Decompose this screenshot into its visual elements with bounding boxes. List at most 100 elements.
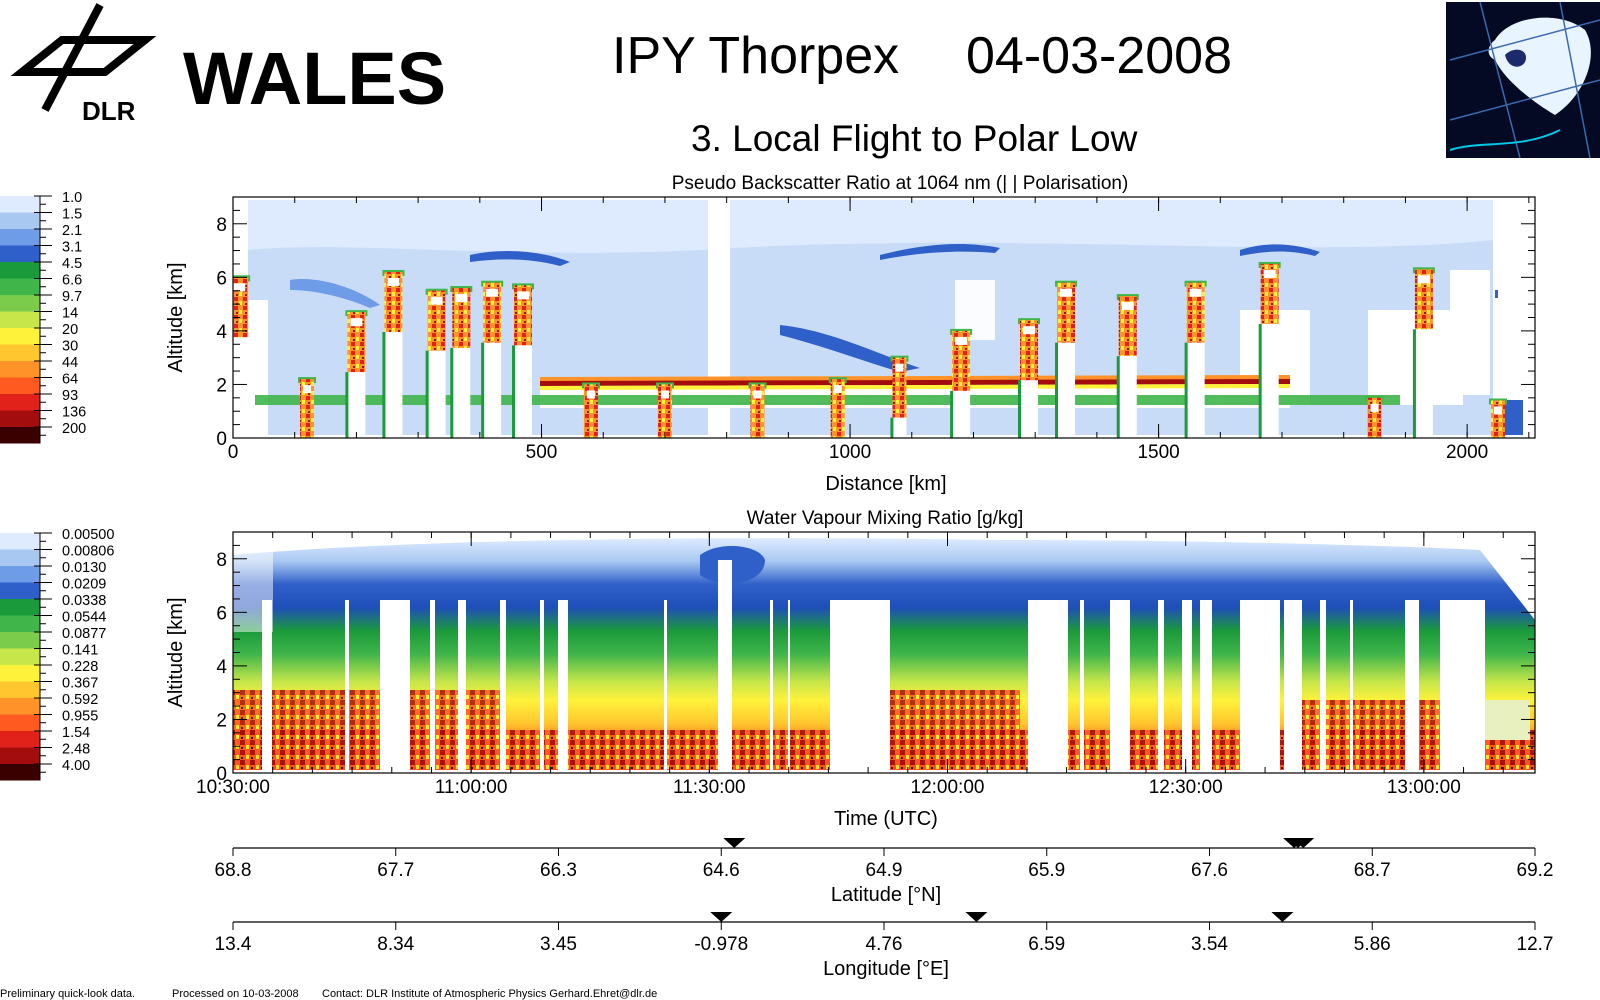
- backscatter-ylabel: Altitude [km]: [165, 262, 187, 372]
- latitude-tick-label: 66.3: [540, 860, 577, 881]
- watervapour-xtick-label: 13:00:00: [1387, 777, 1461, 798]
- signal-gap: [430, 600, 435, 773]
- cloud-column: [298, 377, 317, 438]
- dlr-logo-mark: [10, 3, 157, 112]
- longitude-turn-marker: [965, 912, 988, 922]
- signal-gap: [788, 600, 790, 773]
- longitude-tick-label: 13.4: [215, 934, 252, 955]
- cloud-column: [512, 283, 535, 438]
- backscatter-colorbar-label: 4.5: [62, 256, 82, 272]
- signal-gap: [500, 600, 506, 773]
- signal-gap: [1440, 600, 1485, 773]
- watervapour-colorbar-label: 2.48: [62, 742, 90, 758]
- watervapour-xlabel: Time (UTC): [834, 808, 938, 830]
- watervapour-colorbar-swatch: [0, 599, 40, 616]
- longitude-turn-marker: [710, 912, 733, 922]
- signal-gap: [458, 600, 466, 773]
- backscatter-title: Pseudo Backscatter Ratio at 1064 nm (| |…: [672, 173, 1129, 194]
- backscatter-colorbar-swatch: [0, 377, 40, 394]
- watervapour-colorbar-label: 0.0877: [62, 626, 106, 642]
- cloud-column: [748, 382, 767, 438]
- signal-gap: [1158, 600, 1164, 773]
- backscatter-colorbar-swatch: [0, 295, 40, 312]
- signal-gap: [540, 600, 544, 773]
- cloud-column: [581, 382, 600, 438]
- cloud-column: [1116, 294, 1139, 438]
- cloud-column: [1184, 280, 1207, 438]
- watervapour-colorbar-swatch: [0, 698, 40, 715]
- backscatter-colorbar-label: 3.1: [62, 240, 82, 256]
- signal-gap: [1350, 600, 1353, 773]
- backscatter-colorbar-swatch: [0, 262, 40, 279]
- signal-gap: [1028, 600, 1068, 773]
- backscatter-colorbar-swatch: [0, 311, 40, 328]
- cloud-column: [450, 286, 473, 438]
- cloud-column: [828, 377, 847, 438]
- latitude-tick-label: 67.7: [377, 860, 414, 881]
- campaign-title: IPY Thorpex: [612, 27, 899, 85]
- watervapour-colorbar-swatch: [0, 714, 40, 731]
- cloud-column: [1365, 395, 1384, 438]
- latitude-tick-label: 69.2: [1517, 860, 1554, 881]
- latitude-tick-label: 68.7: [1354, 860, 1391, 881]
- backscatter-colorbar-label: 1.5: [62, 207, 82, 223]
- watervapour-ytick-label: 2: [216, 710, 227, 731]
- signal-gap: [345, 600, 349, 773]
- watervapour-colorbar: 0.005000.008060.01300.02090.03380.05440.…: [0, 527, 114, 781]
- backscatter-ytick-label: 6: [216, 268, 227, 289]
- longitude-tick-label: 3.45: [540, 934, 577, 955]
- backscatter-colorbar-label: 9.7: [62, 289, 82, 305]
- signal-gap: [718, 560, 732, 773]
- watervapour-colorbar-label: 1.54: [62, 725, 90, 741]
- backscatter-colorbar-label: 30: [62, 339, 78, 355]
- backscatter-colorbar-swatch: [0, 196, 40, 213]
- cloud-column: [890, 355, 909, 438]
- latitude-label: Latitude [°N]: [831, 884, 941, 906]
- watervapour-colorbar-label: 0.955: [62, 709, 98, 725]
- cloud-column: [1488, 398, 1507, 438]
- longitude-turn-marker: [1271, 912, 1294, 922]
- backscatter-colorbar-swatch: [0, 427, 40, 444]
- signal-gap: [1110, 600, 1130, 773]
- watervapour-xtick-label: 10:30:00: [196, 777, 270, 798]
- longitude-label: Longitude [°E]: [823, 958, 949, 980]
- backscatter-colorbar-label: 44: [62, 355, 78, 371]
- backscatter-colorbar-swatch: [0, 245, 40, 262]
- flight-date: 04-03-2008: [966, 27, 1232, 85]
- signal-gap: [262, 600, 272, 773]
- watervapour-colorbar-label: 4.00: [62, 758, 90, 774]
- backscatter-colorbar-label: 136: [62, 405, 86, 421]
- signal-gap: [664, 600, 667, 773]
- backscatter-cloud-columns: [233, 261, 1507, 438]
- cloud-column: [481, 280, 504, 438]
- watervapour-xtick-label: 12:00:00: [911, 777, 985, 798]
- signal-gap: [1320, 600, 1326, 773]
- watervapour-colorbar-swatch: [0, 632, 40, 649]
- cloud-column: [950, 328, 973, 438]
- watervapour-colorbar-label: 0.0338: [62, 593, 106, 609]
- watervapour-colorbar-swatch: [0, 747, 40, 764]
- cloud-column: [425, 288, 448, 438]
- watervapour-ytick-label: 0: [216, 764, 227, 785]
- backscatter-colorbar-label: 6.6: [62, 273, 82, 289]
- watervapour-colorbar-swatch: [0, 681, 40, 698]
- backscatter-xtick-label: 2000: [1446, 442, 1488, 463]
- signal-gap: [380, 600, 410, 773]
- brand-title: WALES: [183, 37, 446, 120]
- backscatter-colorbar-label: 2.1: [62, 223, 82, 239]
- backscatter-colorbar-swatch: [0, 212, 40, 229]
- watervapour-colorbar-swatch: [0, 731, 40, 748]
- longitude-tick-label: 4.76: [866, 934, 903, 955]
- signal-gap: [1284, 600, 1302, 773]
- watervapour-colorbar-swatch: [0, 665, 40, 682]
- longitude-tick-label: 8.34: [377, 934, 414, 955]
- backscatter-ytick-label: 4: [216, 322, 227, 343]
- backscatter-colorbar-swatch: [0, 328, 40, 345]
- backscatter-xtick-label: 500: [526, 442, 558, 463]
- backscatter-colorbar-label: 64: [62, 372, 78, 388]
- watervapour-dropout-columns: [262, 560, 1485, 773]
- watervapour-colorbar-label: 0.0209: [62, 577, 106, 593]
- backscatter-colorbar-swatch: [0, 278, 40, 295]
- backscatter-colorbar-label: 14: [62, 306, 78, 322]
